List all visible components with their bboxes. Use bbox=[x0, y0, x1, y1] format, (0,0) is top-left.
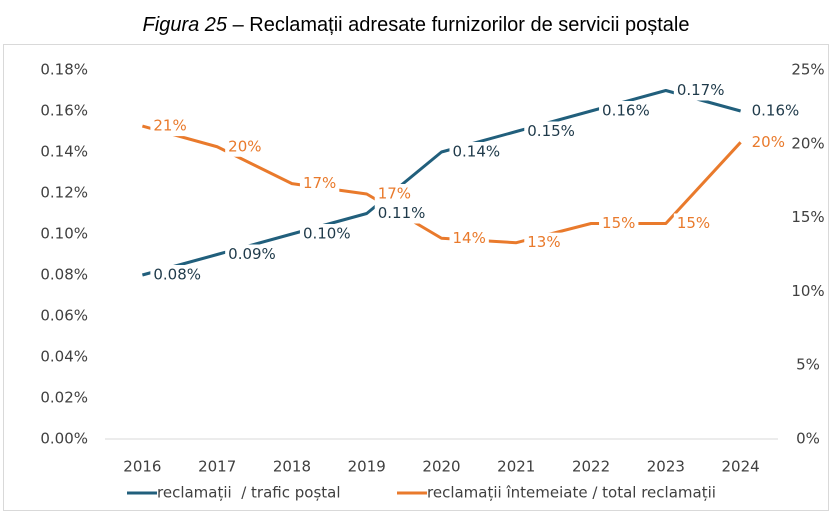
label-background bbox=[225, 136, 265, 157]
label-background bbox=[748, 132, 788, 153]
y-tick-label: 0.02% bbox=[40, 389, 88, 407]
y2-tick-label: 25% bbox=[791, 61, 824, 79]
y2-tick-label: 20% bbox=[791, 134, 824, 152]
data-label: 21% bbox=[153, 117, 186, 135]
label-background bbox=[374, 203, 429, 224]
x-tick-label: 2023 bbox=[647, 458, 685, 476]
x-tick-label: 2024 bbox=[722, 458, 760, 476]
data-label: 0.10% bbox=[303, 225, 351, 243]
label-background bbox=[150, 116, 190, 137]
data-label: 15% bbox=[602, 214, 635, 232]
data-label: 0.17% bbox=[677, 81, 725, 99]
label-background bbox=[299, 224, 354, 244]
data-label: 0.16% bbox=[752, 102, 800, 120]
y-tick-label: 0.00% bbox=[40, 430, 88, 448]
x-tick-label: 2017 bbox=[198, 458, 236, 476]
data-label: 20% bbox=[228, 137, 261, 155]
label-background bbox=[524, 232, 564, 253]
legend-label: reclamații / trafic poștal bbox=[157, 484, 341, 502]
y-tick-label: 0.14% bbox=[40, 143, 88, 161]
label-background bbox=[374, 183, 415, 204]
data-label: 0.15% bbox=[527, 122, 575, 140]
x-tick-label: 2016 bbox=[123, 458, 161, 476]
data-label: 15% bbox=[677, 214, 710, 232]
x-tick-label: 2022 bbox=[572, 458, 610, 476]
label-background bbox=[673, 213, 714, 234]
label-background bbox=[748, 101, 803, 121]
label-background bbox=[299, 173, 340, 194]
y-tick-label: 0.08% bbox=[40, 266, 88, 284]
x-tick-label: 2020 bbox=[422, 458, 460, 476]
data-label: 0.16% bbox=[602, 102, 650, 120]
y-tick-label: 0.18% bbox=[40, 61, 88, 79]
label-background bbox=[599, 213, 639, 234]
y2-tick-label: 0% bbox=[796, 430, 820, 448]
label-background bbox=[673, 80, 728, 101]
data-label: 0.09% bbox=[228, 245, 276, 263]
legend-label: reclamații întemeiate / total reclamații bbox=[427, 484, 716, 502]
y-tick-label: 0.16% bbox=[40, 102, 88, 120]
chart-title: Figura 25 – Reclamații adresate furnizor… bbox=[143, 14, 690, 36]
y2-tick-label: 10% bbox=[791, 282, 824, 300]
data-label: 0.08% bbox=[153, 266, 201, 284]
data-label: 0.11% bbox=[378, 204, 426, 222]
y2-tick-label: 15% bbox=[791, 208, 824, 226]
data-label: 0.14% bbox=[453, 143, 501, 161]
data-label: 13% bbox=[527, 233, 560, 251]
x-tick-label: 2019 bbox=[348, 458, 386, 476]
label-background bbox=[524, 121, 578, 142]
figure-label: Figura 25 bbox=[143, 14, 228, 36]
label-background bbox=[150, 265, 205, 285]
chart-border bbox=[3, 44, 829, 511]
y-tick-label: 0.10% bbox=[40, 225, 88, 243]
x-tick-label: 2018 bbox=[273, 458, 311, 476]
x-tick-label: 2021 bbox=[497, 458, 535, 476]
y-tick-label: 0.04% bbox=[40, 348, 88, 366]
series-line bbox=[141, 124, 742, 245]
label-background bbox=[449, 228, 489, 249]
data-label: 20% bbox=[752, 133, 785, 151]
data-label: 17% bbox=[378, 184, 411, 202]
data-label: 17% bbox=[303, 174, 336, 192]
label-background bbox=[225, 244, 279, 265]
title-text: – Reclamații adresate furnizorilor de se… bbox=[227, 14, 689, 36]
label-background bbox=[449, 142, 504, 162]
label-background bbox=[599, 101, 653, 121]
y-tick-label: 0.06% bbox=[40, 307, 88, 325]
y-tick-label: 0.12% bbox=[40, 184, 88, 202]
data-label: 14% bbox=[453, 229, 486, 247]
y2-tick-label: 5% bbox=[796, 356, 820, 374]
